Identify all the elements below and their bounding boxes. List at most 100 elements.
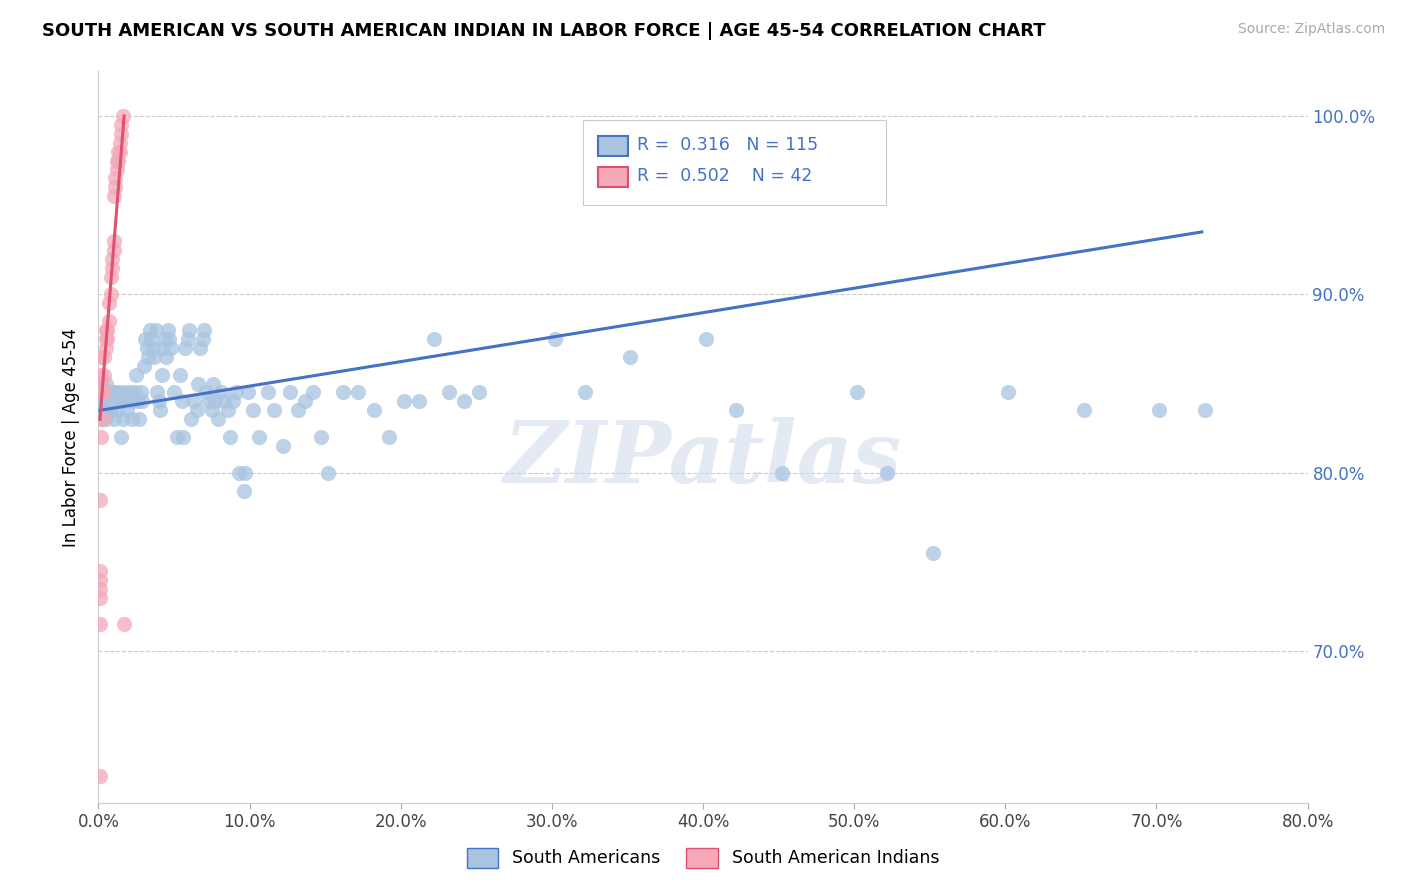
Point bbox=[125, 368, 148, 382]
Point bbox=[921, 546, 943, 560]
Point bbox=[94, 412, 117, 426]
Point bbox=[160, 341, 183, 355]
Point bbox=[107, 153, 129, 168]
Point bbox=[153, 332, 176, 346]
Point bbox=[89, 376, 111, 391]
Point bbox=[166, 430, 188, 444]
Point bbox=[846, 385, 869, 400]
Point bbox=[136, 350, 159, 364]
Point bbox=[103, 412, 125, 426]
Point bbox=[98, 296, 121, 310]
Point bbox=[163, 385, 186, 400]
Point bbox=[94, 341, 117, 355]
Point bbox=[134, 332, 156, 346]
Point bbox=[107, 145, 129, 159]
Point bbox=[363, 403, 385, 417]
Point bbox=[105, 162, 128, 177]
Point bbox=[1194, 403, 1216, 417]
Point bbox=[89, 403, 111, 417]
Point bbox=[156, 323, 179, 337]
Point bbox=[94, 385, 117, 400]
Point bbox=[93, 403, 115, 417]
Point bbox=[103, 234, 125, 248]
Point bbox=[89, 492, 111, 507]
Point bbox=[392, 394, 415, 409]
Point bbox=[146, 385, 169, 400]
Point bbox=[127, 394, 149, 409]
Point bbox=[96, 403, 118, 417]
Point bbox=[100, 269, 122, 284]
Point bbox=[202, 376, 225, 391]
Point bbox=[309, 430, 332, 444]
Point bbox=[98, 385, 121, 400]
Point bbox=[90, 430, 112, 444]
Point bbox=[90, 394, 112, 409]
Point bbox=[100, 403, 122, 417]
Point bbox=[287, 403, 309, 417]
Point bbox=[89, 573, 111, 587]
Point bbox=[142, 341, 165, 355]
Point bbox=[120, 385, 142, 400]
Text: R =  0.316   N = 115: R = 0.316 N = 115 bbox=[637, 136, 818, 154]
Legend: South Americans, South American Indians: South Americans, South American Indians bbox=[460, 840, 946, 874]
Point bbox=[197, 394, 219, 409]
Point bbox=[468, 385, 491, 400]
Point bbox=[770, 466, 793, 480]
Point bbox=[91, 385, 114, 400]
Point bbox=[139, 323, 162, 337]
Point bbox=[280, 385, 302, 400]
Point bbox=[96, 394, 118, 409]
Point bbox=[94, 376, 117, 391]
Point bbox=[128, 412, 150, 426]
Point bbox=[110, 127, 132, 141]
Point bbox=[96, 323, 118, 337]
Point bbox=[91, 412, 114, 426]
Point bbox=[191, 332, 214, 346]
Point bbox=[222, 394, 245, 409]
Point bbox=[294, 394, 316, 409]
Y-axis label: In Labor Force | Age 45-54: In Labor Force | Age 45-54 bbox=[62, 327, 80, 547]
Point bbox=[143, 350, 166, 364]
Point bbox=[124, 385, 146, 400]
Point bbox=[131, 394, 153, 409]
Point bbox=[100, 287, 122, 301]
Text: ZIPatlas: ZIPatlas bbox=[503, 417, 903, 500]
Point bbox=[302, 385, 325, 400]
Point bbox=[91, 394, 114, 409]
Point bbox=[332, 385, 354, 400]
Point bbox=[93, 394, 115, 409]
Point bbox=[155, 350, 177, 364]
Point bbox=[997, 385, 1019, 400]
Point bbox=[207, 412, 229, 426]
Point bbox=[236, 385, 259, 400]
Point bbox=[103, 189, 125, 203]
Point bbox=[159, 332, 181, 346]
Point bbox=[111, 109, 134, 123]
Point bbox=[150, 368, 173, 382]
Point bbox=[118, 394, 141, 409]
Point bbox=[90, 385, 112, 400]
Point bbox=[100, 394, 122, 409]
Point bbox=[263, 403, 285, 417]
Point bbox=[89, 385, 111, 400]
Point bbox=[186, 403, 208, 417]
Point bbox=[98, 314, 121, 328]
Point bbox=[183, 394, 205, 409]
Point bbox=[212, 394, 235, 409]
Point bbox=[112, 394, 135, 409]
Point bbox=[105, 403, 128, 417]
Point bbox=[179, 323, 201, 337]
Point bbox=[114, 385, 136, 400]
Point bbox=[271, 439, 294, 453]
Point bbox=[544, 332, 567, 346]
Point bbox=[89, 582, 111, 596]
Point bbox=[233, 466, 256, 480]
Point bbox=[98, 394, 121, 409]
Point bbox=[209, 385, 232, 400]
Point bbox=[93, 368, 115, 382]
Point bbox=[228, 466, 250, 480]
Point bbox=[104, 385, 127, 400]
Point bbox=[408, 394, 430, 409]
Point bbox=[172, 430, 194, 444]
Point bbox=[377, 430, 399, 444]
